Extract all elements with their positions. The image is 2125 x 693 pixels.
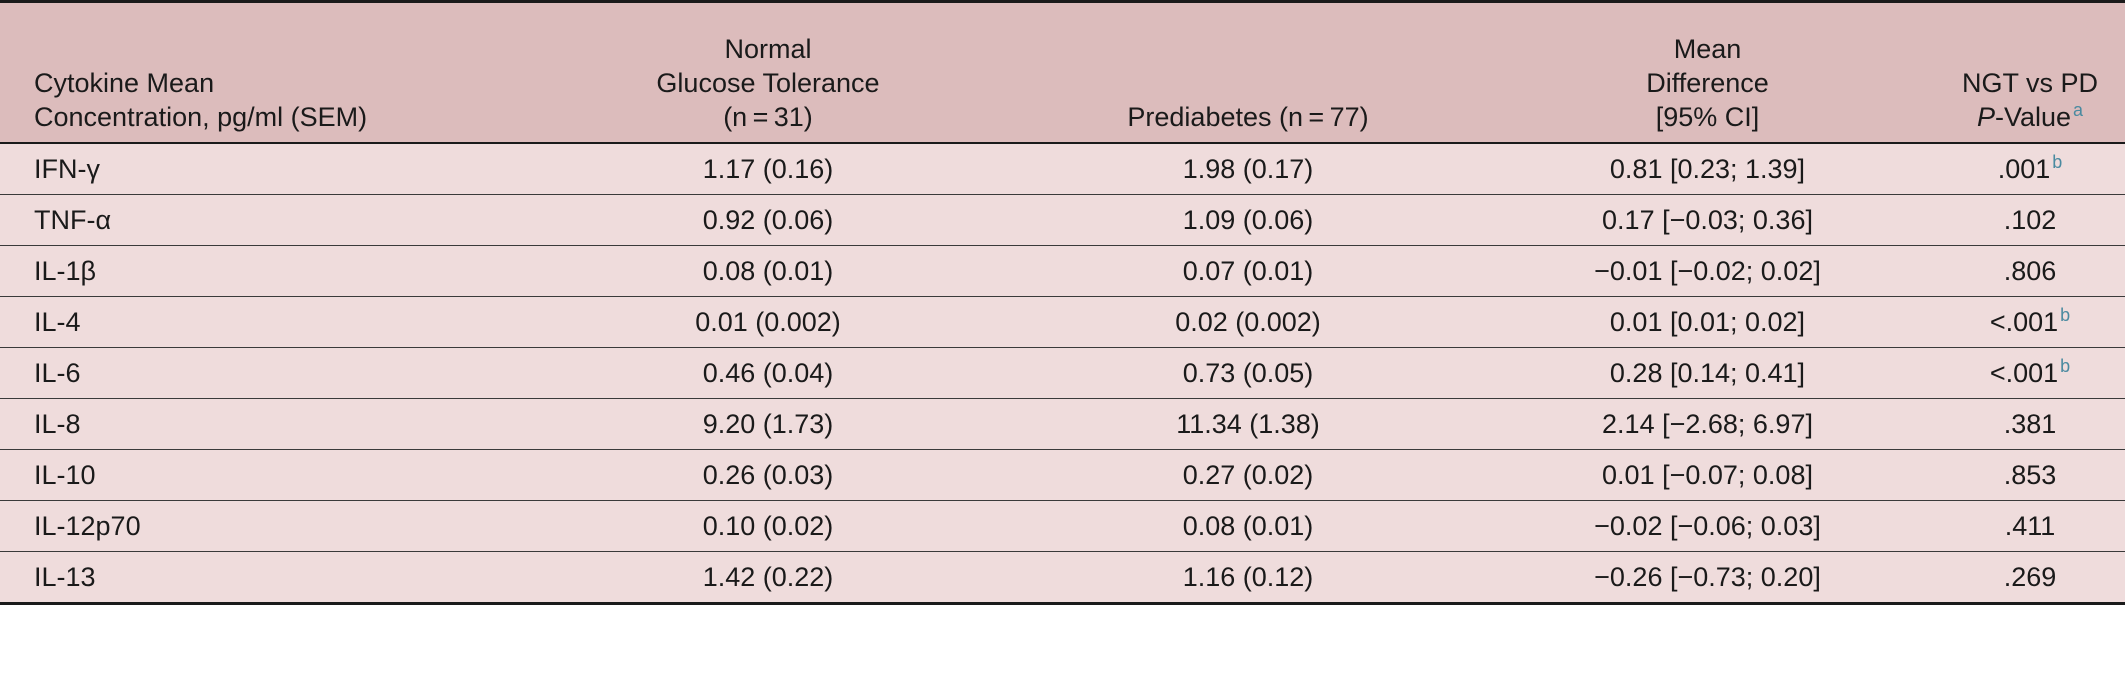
cell-ngt: 0.26 (0.03) xyxy=(702,459,834,490)
header-cytokine: Cytokine Mean Concentration, pg/ml (SEM) xyxy=(0,2,554,144)
cell-prediabetes: 1.09 (0.06) xyxy=(1182,204,1314,235)
cell-prediabetes: 0.08 (0.01) xyxy=(1182,510,1314,541)
cell-ngt: 0.01 (0.002) xyxy=(695,306,841,337)
header-cytokine-line-1: Cytokine Mean xyxy=(34,68,215,98)
cytokine-table: Cytokine Mean Concentration, pg/ml (SEM)… xyxy=(0,1,2125,604)
cell-prediabetes: 1.16 (0.12) xyxy=(1182,561,1314,592)
header-diff-line-3: [95% CI] xyxy=(1655,102,1760,132)
cytokine-table-container: Cytokine Mean Concentration, pg/ml (SEM)… xyxy=(0,1,2125,604)
table-row: IL-6 0.46 (0.04) 0.73 (0.05) 0.28 [0.14; 0.… xyxy=(0,347,2125,399)
footnote-marker-b: b xyxy=(2052,151,2063,172)
table-row: IL-8 9.20 (1.73) 11.34 (1.38) 2.14 [−2.68; … xyxy=(0,398,2125,450)
p-value-text: .102 xyxy=(2003,204,2057,235)
cell-mean-difference: −0.26 [−0.73; 0.20] xyxy=(1594,561,1821,592)
header-ngt-line-2: Glucose Tolerance xyxy=(656,68,880,98)
cell-p-value: .806 xyxy=(1901,246,2125,297)
footnote-marker-b: b xyxy=(2060,355,2071,376)
p-value-text: .853 xyxy=(2003,459,2057,490)
header-p-value-text: -Value xyxy=(1994,102,2072,132)
cell-ngt: 1.17 (0.16) xyxy=(702,153,834,184)
header-p-line-1: NGT vs PD xyxy=(1961,68,2098,98)
p-value-text: .381 xyxy=(2003,408,2057,439)
table-row: IFN-γ 1.17 (0.16) 1.98 (0.17) 0.81 [0.23; 1… xyxy=(0,143,2125,195)
table-row: IL-1β 0.08 (0.01) 0.07 (0.01) −0.01 [−0.02;… xyxy=(0,245,2125,297)
cell-ngt: 0.10 (0.02) xyxy=(702,510,834,541)
header-mean-difference: Mean Difference [95% CI] xyxy=(1514,2,1901,144)
table-row: IL-4 0.01 (0.002) 0.02 (0.002) 0.01 [0.01; … xyxy=(0,296,2125,348)
footnote-marker-a: a xyxy=(2073,100,2084,120)
cell-p-value: .381 xyxy=(1901,399,2125,450)
p-value-text: .269 xyxy=(2003,561,2057,592)
cell-p-value: .102 xyxy=(1901,195,2125,246)
cell-cytokine: TNF-α xyxy=(34,204,112,235)
cell-prediabetes: 0.73 (0.05) xyxy=(1182,357,1314,388)
cell-mean-difference: 0.01 [−0.07; 0.08] xyxy=(1602,459,1813,490)
table-row: IL-10 0.26 (0.03) 0.27 (0.02) 0.01 [−0.07; … xyxy=(0,449,2125,501)
header-row: Cytokine Mean Concentration, pg/ml (SEM)… xyxy=(0,1,2125,144)
header-diff-line-2: Difference xyxy=(1646,68,1769,98)
cell-mean-difference: −0.01 [−0.02; 0.02] xyxy=(1594,255,1821,286)
header-ngt-line-3: (n = 31) xyxy=(723,102,813,132)
header-ngt: Normal Glucose Tolerance (n = 31) xyxy=(554,2,982,144)
cell-ngt: 0.08 (0.01) xyxy=(702,255,834,286)
p-value-text: <.001 xyxy=(1989,357,2059,388)
cell-prediabetes: 1.98 (0.17) xyxy=(1182,153,1314,184)
cell-mean-difference: 0.01 [0.01; 0.02] xyxy=(1609,306,1806,337)
header-p-value: NGT vs PD P-Value a xyxy=(1901,2,2125,144)
header-diff-line-1: Mean xyxy=(1673,34,1742,64)
table-body: IFN-γ 1.17 (0.16) 1.98 (0.17) 0.81 [0.23; 1… xyxy=(0,143,2125,604)
cell-p-value: <.001 b xyxy=(1901,297,2125,348)
cell-prediabetes: 0.02 (0.002) xyxy=(1175,306,1321,337)
cell-prediabetes: 0.07 (0.01) xyxy=(1182,255,1314,286)
header-cytokine-line-2: Concentration, pg/ml (SEM) xyxy=(34,102,368,132)
p-value-text: .411 xyxy=(2004,510,2056,541)
cell-cytokine: IL-13 xyxy=(34,561,96,592)
cell-p-value: <.001 b xyxy=(1901,348,2125,399)
cell-cytokine: IL-12p70 xyxy=(34,510,141,541)
cell-mean-difference: 0.17 [−0.03; 0.36] xyxy=(1602,204,1813,235)
cell-cytokine: IL-6 xyxy=(34,357,81,388)
cell-cytokine: IL-8 xyxy=(34,408,81,439)
cell-ngt: 1.42 (0.22) xyxy=(702,561,834,592)
cell-cytokine: IL-4 xyxy=(34,306,81,337)
cell-mean-difference: −0.02 [−0.06; 0.03] xyxy=(1594,510,1821,541)
header-p-italic: P xyxy=(1976,102,1995,132)
table-header: Cytokine Mean Concentration, pg/ml (SEM)… xyxy=(0,1,2125,144)
header-ngt-line-1: Normal xyxy=(724,34,812,64)
p-value-text: .001 xyxy=(1997,153,2051,184)
table-row: IL-12p70 0.10 (0.02) 0.08 (0.01) −0.02 [−0.… xyxy=(0,500,2125,552)
cell-cytokine: IL-1β xyxy=(34,255,97,286)
cell-ngt: 0.92 (0.06) xyxy=(702,204,834,235)
table-row: IL-13 1.42 (0.22) 1.16 (0.12) −0.26 [−0.73;… xyxy=(0,551,2125,604)
cell-mean-difference: 2.14 [−2.68; 6.97] xyxy=(1602,408,1813,439)
cell-ngt: 9.20 (1.73) xyxy=(702,408,834,439)
header-p-line-2: P-Value a xyxy=(1901,100,2125,134)
cell-p-value: .001 b xyxy=(1901,143,2125,195)
table-row: TNF-α 0.92 (0.06) 1.09 (0.06) 0.17 [−0.03; … xyxy=(0,194,2125,246)
p-value-text: .806 xyxy=(2003,255,2057,286)
cell-p-value: .411 xyxy=(1901,501,2125,552)
footnote-marker-b: b xyxy=(2060,304,2071,325)
header-prediabetes: Prediabetes (n = 77) xyxy=(982,2,1514,144)
cell-p-value: .853 xyxy=(1901,450,2125,501)
cell-prediabetes: 11.34 (1.38) xyxy=(1176,408,1320,439)
cell-p-value: .269 xyxy=(1901,552,2125,604)
cell-cytokine: IL-10 xyxy=(34,459,96,490)
header-prediabetes-line-1: Prediabetes (n = 77) xyxy=(1127,102,1369,132)
cell-ngt: 0.46 (0.04) xyxy=(702,357,834,388)
cell-mean-difference: 0.81 [0.23; 1.39] xyxy=(1609,153,1806,184)
p-value-text: <.001 xyxy=(1989,306,2059,337)
cell-prediabetes: 0.27 (0.02) xyxy=(1182,459,1314,490)
cell-mean-difference: 0.28 [0.14; 0.41] xyxy=(1609,357,1806,388)
cell-cytokine: IFN-γ xyxy=(34,153,100,184)
